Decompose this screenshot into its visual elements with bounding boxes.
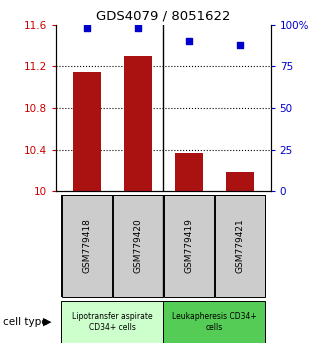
Text: GSM779419: GSM779419 [184, 218, 193, 274]
FancyBboxPatch shape [215, 195, 265, 297]
Title: GDS4079 / 8051622: GDS4079 / 8051622 [96, 9, 231, 22]
FancyBboxPatch shape [113, 195, 163, 297]
Point [237, 42, 243, 47]
Text: Leukapheresis CD34+
cells: Leukapheresis CD34+ cells [172, 313, 257, 332]
FancyBboxPatch shape [62, 195, 112, 297]
Bar [124, 56, 152, 191]
FancyBboxPatch shape [163, 301, 266, 343]
Point [186, 39, 191, 44]
Text: Lipotransfer aspirate
CD34+ cells: Lipotransfer aspirate CD34+ cells [72, 313, 152, 332]
Bar [226, 172, 254, 191]
FancyBboxPatch shape [61, 301, 163, 343]
Text: GSM779420: GSM779420 [133, 219, 142, 273]
Text: GSM779418: GSM779418 [82, 218, 91, 274]
Text: cell type: cell type [3, 317, 48, 327]
Bar [73, 72, 101, 191]
FancyBboxPatch shape [164, 195, 214, 297]
Text: ▶: ▶ [43, 317, 51, 327]
Point [135, 25, 141, 31]
Bar [175, 153, 203, 191]
Point [84, 25, 89, 31]
Text: GSM779421: GSM779421 [236, 219, 245, 273]
